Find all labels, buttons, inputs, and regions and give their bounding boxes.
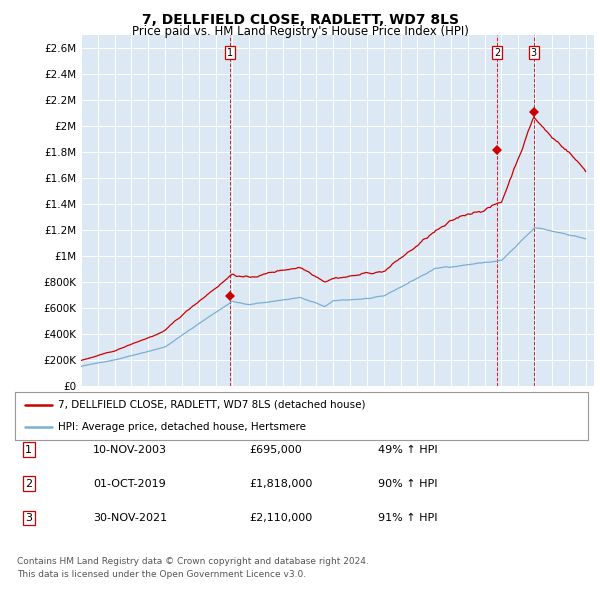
Text: 2: 2 [25, 479, 32, 489]
Text: 10-NOV-2003: 10-NOV-2003 [93, 445, 167, 454]
Text: £2,110,000: £2,110,000 [249, 513, 312, 523]
Text: 91% ↑ HPI: 91% ↑ HPI [378, 513, 437, 523]
Text: 3: 3 [25, 513, 32, 523]
Text: 1: 1 [25, 445, 32, 454]
Text: 90% ↑ HPI: 90% ↑ HPI [378, 479, 437, 489]
Text: Price paid vs. HM Land Registry's House Price Index (HPI): Price paid vs. HM Land Registry's House … [131, 25, 469, 38]
Text: 1: 1 [227, 48, 233, 58]
Text: 49% ↑ HPI: 49% ↑ HPI [378, 445, 437, 454]
Text: 7, DELLFIELD CLOSE, RADLETT, WD7 8LS: 7, DELLFIELD CLOSE, RADLETT, WD7 8LS [142, 13, 458, 27]
Text: 2: 2 [494, 48, 500, 58]
Text: Contains HM Land Registry data © Crown copyright and database right 2024.: Contains HM Land Registry data © Crown c… [17, 558, 368, 566]
Text: £695,000: £695,000 [249, 445, 302, 454]
Text: 30-NOV-2021: 30-NOV-2021 [93, 513, 167, 523]
Text: 01-OCT-2019: 01-OCT-2019 [93, 479, 166, 489]
Text: 3: 3 [531, 48, 537, 58]
Text: HPI: Average price, detached house, Hertsmere: HPI: Average price, detached house, Hert… [58, 422, 306, 432]
Text: 7, DELLFIELD CLOSE, RADLETT, WD7 8LS (detached house): 7, DELLFIELD CLOSE, RADLETT, WD7 8LS (de… [58, 399, 365, 409]
Text: £1,818,000: £1,818,000 [249, 479, 313, 489]
Text: This data is licensed under the Open Government Licence v3.0.: This data is licensed under the Open Gov… [17, 571, 306, 579]
